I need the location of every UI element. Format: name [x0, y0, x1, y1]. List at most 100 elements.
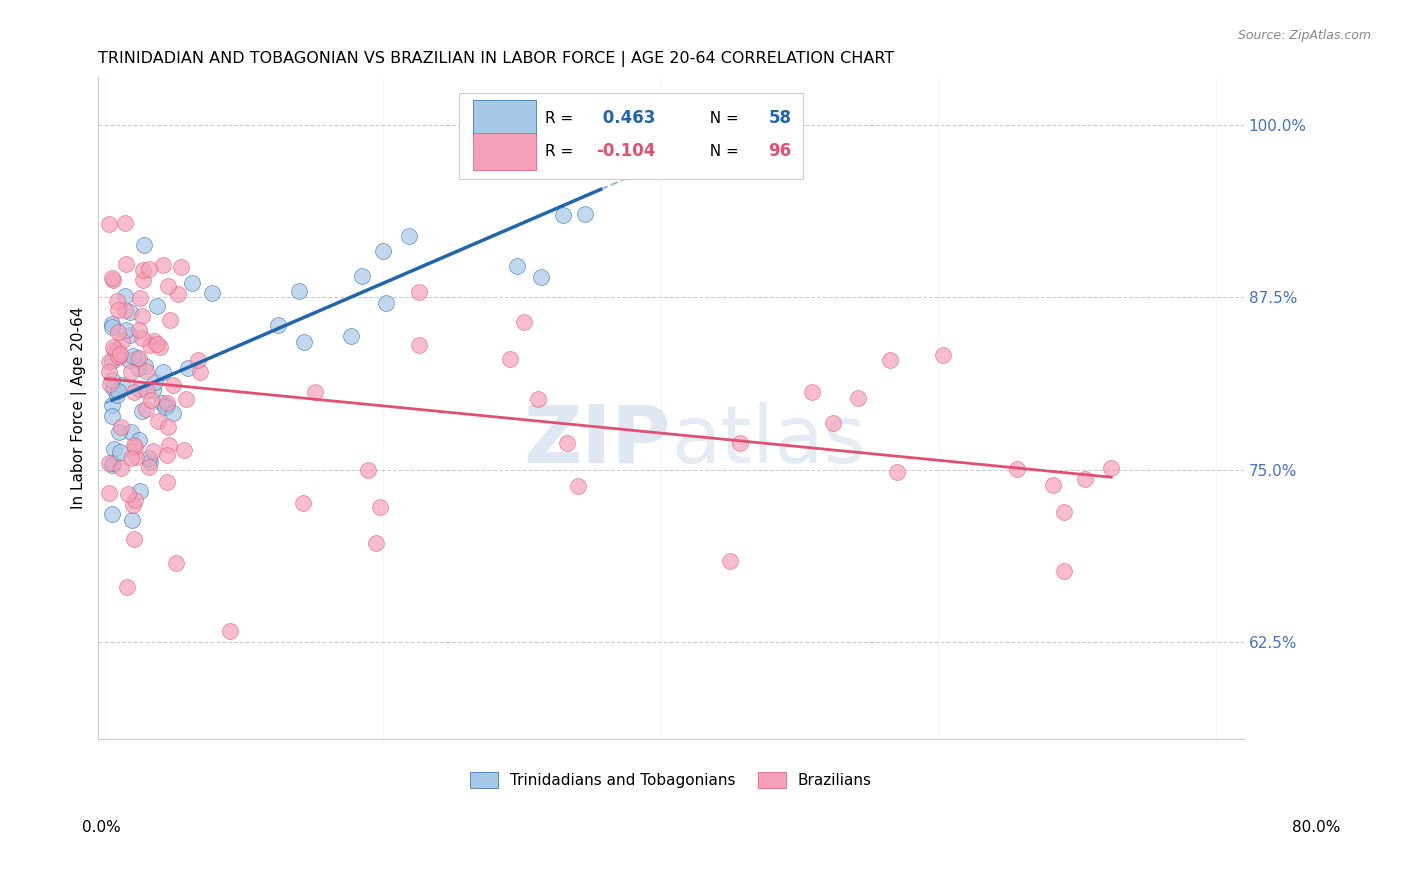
Point [103, 272, 125, 286]
Point [120, 450, 142, 465]
Point [149, 340, 172, 354]
Point [146, 414, 169, 428]
Point [157, 419, 180, 434]
Point [304, 384, 326, 399]
Point [219, 624, 242, 638]
Point [1073, 472, 1095, 486]
Point [117, 487, 139, 501]
FancyBboxPatch shape [460, 93, 803, 179]
Point [135, 401, 157, 416]
Point [138, 451, 160, 466]
Point [142, 383, 165, 397]
Point [101, 271, 124, 285]
Point [98, 365, 121, 379]
Point [127, 360, 149, 375]
Point [142, 443, 165, 458]
Point [574, 207, 596, 221]
Point [129, 483, 152, 498]
Point [145, 299, 167, 313]
Point [107, 303, 129, 318]
Point [529, 269, 551, 284]
Point [356, 463, 378, 477]
Text: TRINIDADIAN AND TOBAGONIAN VS BRAZILIAN IN LABOR FORCE | AGE 20-64 CORRELATION C: TRINIDADIAN AND TOBAGONIAN VS BRAZILIAN … [98, 51, 894, 67]
Point [122, 532, 145, 546]
Point [1052, 564, 1074, 578]
Point [292, 334, 315, 349]
Point [120, 327, 142, 342]
Text: R =: R = [546, 144, 578, 159]
Point [374, 296, 396, 310]
Point [132, 273, 155, 287]
Point [718, 554, 741, 568]
Point [153, 401, 176, 415]
Point [408, 285, 430, 300]
Point [108, 347, 131, 361]
Point [287, 284, 309, 298]
Point [879, 352, 901, 367]
Text: Source: ZipAtlas.com: Source: ZipAtlas.com [1237, 29, 1371, 42]
Point [821, 417, 844, 431]
Point [107, 350, 129, 364]
Point [120, 425, 142, 440]
Point [101, 456, 124, 470]
Text: 96: 96 [769, 143, 792, 161]
Point [110, 420, 132, 434]
Point [589, 104, 612, 119]
Point [267, 318, 290, 332]
Point [105, 388, 128, 402]
Point [114, 216, 136, 230]
Point [173, 442, 195, 457]
Point [730, 435, 752, 450]
Point [101, 398, 124, 412]
Point [181, 276, 204, 290]
Text: N =: N = [700, 111, 744, 126]
Point [124, 493, 146, 508]
Point [159, 312, 181, 326]
Text: 0.463: 0.463 [596, 110, 655, 128]
Point [110, 445, 132, 459]
Point [143, 376, 166, 390]
Point [114, 303, 136, 318]
Point [156, 475, 179, 489]
Point [135, 384, 157, 399]
Text: atlas: atlas [671, 402, 866, 480]
Point [111, 334, 134, 349]
Point [364, 536, 387, 550]
Bar [472, 100, 536, 136]
Text: 58: 58 [769, 110, 792, 128]
Point [152, 365, 174, 379]
Point [120, 365, 142, 379]
Point [128, 351, 150, 366]
Point [527, 392, 550, 407]
Point [120, 304, 142, 318]
Point [118, 353, 141, 368]
Point [110, 378, 132, 392]
Point [167, 286, 190, 301]
Point [555, 436, 578, 450]
Point [187, 352, 209, 367]
Point [101, 317, 124, 331]
Point [553, 209, 575, 223]
Point [177, 361, 200, 376]
Point [145, 336, 167, 351]
Point [128, 323, 150, 337]
Point [128, 382, 150, 396]
Point [131, 263, 153, 277]
Point [143, 334, 166, 348]
Point [165, 556, 187, 570]
Point [124, 440, 146, 454]
Point [101, 353, 124, 368]
Point [1007, 462, 1029, 476]
Point [122, 385, 145, 400]
Point [157, 438, 180, 452]
Point [131, 331, 153, 345]
Point [121, 498, 143, 512]
Point [114, 289, 136, 303]
Text: -0.104: -0.104 [596, 143, 657, 161]
Point [350, 268, 373, 283]
Point [107, 425, 129, 440]
Point [1042, 478, 1064, 492]
Point [513, 315, 536, 329]
Point [162, 406, 184, 420]
Text: N =: N = [700, 144, 744, 159]
